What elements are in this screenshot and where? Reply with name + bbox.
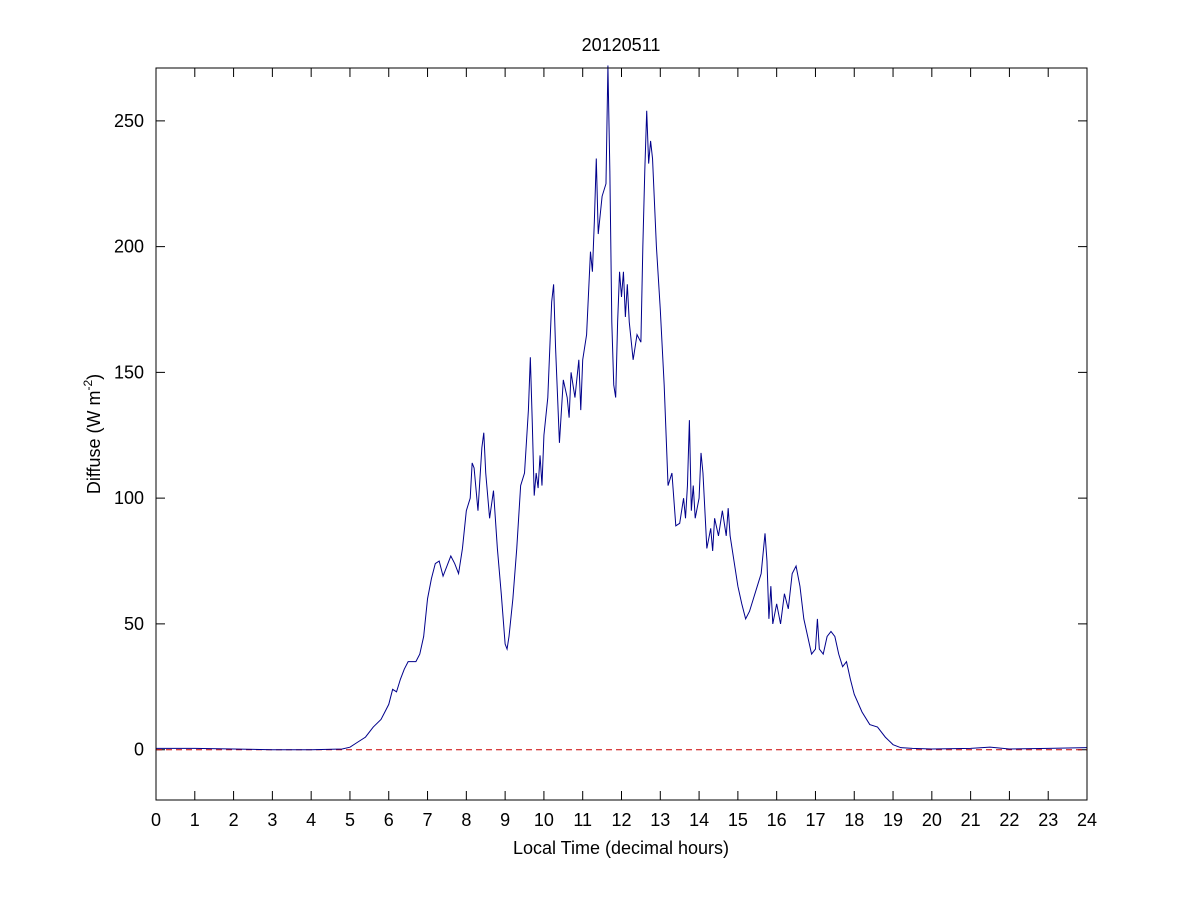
x-tick-label: 10 — [534, 810, 554, 830]
x-tick-label: 1 — [190, 810, 200, 830]
x-tick-label: 23 — [1038, 810, 1058, 830]
x-tick-label: 11 — [573, 810, 592, 830]
x-tick-label: 17 — [805, 810, 825, 830]
x-tick-label: 5 — [345, 810, 355, 830]
plot-area — [156, 68, 1087, 800]
y-tick-label: 50 — [124, 614, 144, 634]
x-tick-label: 14 — [689, 810, 709, 830]
plot-frame — [155, 67, 1088, 801]
x-tick-label: 13 — [650, 810, 670, 830]
x-tick-label: 9 — [500, 810, 510, 830]
y-axis-label-suffix: ) — [84, 374, 104, 380]
x-tick-label: 19 — [883, 810, 903, 830]
x-tick-label: 3 — [267, 810, 277, 830]
y-tick-label: 0 — [134, 740, 144, 760]
chart-title: 20120511 — [582, 35, 661, 55]
x-tick-label: 22 — [999, 810, 1019, 830]
data-line — [156, 65, 1088, 751]
x-tick-label: 2 — [229, 810, 239, 830]
x-tick-label: 7 — [423, 810, 433, 830]
x-tick-label: 24 — [1077, 810, 1097, 830]
y-tick-label: 150 — [114, 362, 144, 382]
x-tick-label: 8 — [461, 810, 471, 830]
y-axis-label-text: Diffuse (W m — [84, 390, 104, 494]
y-axis-label: Diffuse (W m-2) — [81, 374, 104, 494]
x-tick-label: 0 — [151, 810, 161, 830]
y-tick-label: 250 — [114, 111, 144, 131]
x-axis-label: Local Time (decimal hours) — [513, 838, 729, 858]
x-tick-label: 21 — [961, 810, 981, 830]
y-tick-label: 100 — [114, 488, 144, 508]
x-tick-label: 12 — [611, 810, 631, 830]
x-tick-label: 16 — [767, 810, 787, 830]
x-tick-label: 6 — [384, 810, 394, 830]
x-tick-label: 18 — [844, 810, 864, 830]
x-tick-label: 4 — [306, 810, 316, 830]
y-axis-label-superscript: -2 — [81, 379, 95, 390]
x-tick-label: 15 — [728, 810, 748, 830]
x-tick-label: 20 — [922, 810, 942, 830]
y-tick-label: 200 — [114, 237, 144, 257]
